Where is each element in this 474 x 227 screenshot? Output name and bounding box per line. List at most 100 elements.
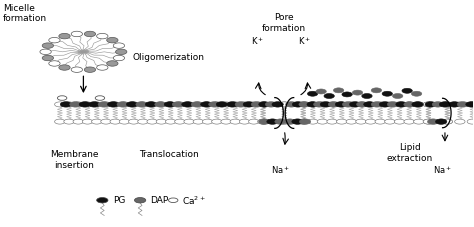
Circle shape — [174, 102, 185, 107]
Circle shape — [155, 102, 166, 108]
Text: Ca$^{2+}$: Ca$^{2+}$ — [182, 193, 205, 206]
Circle shape — [201, 102, 212, 108]
Circle shape — [42, 44, 54, 49]
Circle shape — [414, 120, 424, 125]
Circle shape — [423, 102, 434, 107]
Circle shape — [300, 119, 311, 125]
Circle shape — [110, 120, 120, 125]
Circle shape — [91, 102, 102, 107]
Circle shape — [449, 102, 460, 108]
Circle shape — [221, 120, 231, 125]
Circle shape — [42, 56, 54, 62]
Circle shape — [346, 102, 356, 107]
Circle shape — [328, 102, 339, 108]
Circle shape — [314, 102, 325, 108]
Circle shape — [230, 102, 240, 107]
Circle shape — [466, 102, 474, 108]
Circle shape — [113, 44, 125, 49]
Circle shape — [184, 102, 194, 107]
Circle shape — [385, 102, 395, 107]
Circle shape — [455, 120, 465, 125]
Circle shape — [265, 102, 277, 108]
Circle shape — [387, 102, 399, 108]
Circle shape — [79, 102, 91, 108]
Circle shape — [375, 102, 385, 107]
Circle shape — [49, 38, 60, 44]
Circle shape — [57, 96, 67, 101]
Circle shape — [442, 120, 453, 125]
Circle shape — [116, 50, 127, 55]
Circle shape — [364, 102, 375, 108]
Circle shape — [337, 102, 347, 107]
Text: Translocation: Translocation — [138, 150, 198, 158]
Circle shape — [138, 120, 148, 125]
Circle shape — [64, 102, 74, 107]
Circle shape — [258, 120, 268, 125]
Text: DAP: DAP — [151, 195, 169, 204]
Circle shape — [60, 102, 72, 108]
Circle shape — [394, 120, 405, 125]
Circle shape — [442, 120, 453, 125]
Circle shape — [292, 119, 303, 125]
Circle shape — [147, 120, 157, 125]
Circle shape — [119, 120, 129, 125]
Text: Na$^+$: Na$^+$ — [271, 163, 290, 175]
Circle shape — [107, 62, 118, 67]
Circle shape — [394, 102, 405, 107]
Circle shape — [258, 120, 268, 125]
Circle shape — [40, 50, 51, 55]
Circle shape — [136, 102, 147, 108]
Circle shape — [71, 68, 82, 73]
Circle shape — [317, 102, 328, 107]
Circle shape — [182, 102, 193, 108]
Circle shape — [258, 102, 268, 107]
Circle shape — [128, 120, 139, 125]
Circle shape — [436, 119, 447, 125]
Circle shape — [371, 89, 382, 94]
Circle shape — [248, 102, 259, 107]
Circle shape — [467, 120, 474, 125]
Circle shape — [174, 120, 185, 125]
Circle shape — [146, 102, 156, 108]
Circle shape — [84, 68, 96, 73]
Circle shape — [412, 102, 423, 108]
Circle shape — [147, 102, 157, 107]
Circle shape — [59, 66, 70, 71]
Circle shape — [119, 102, 129, 107]
Circle shape — [211, 120, 222, 125]
Circle shape — [89, 102, 100, 108]
Circle shape — [333, 89, 344, 94]
Circle shape — [135, 198, 146, 203]
Text: PG: PG — [113, 195, 125, 204]
Circle shape — [84, 32, 96, 37]
Circle shape — [258, 102, 268, 107]
Circle shape — [362, 94, 372, 99]
Circle shape — [279, 120, 290, 125]
Circle shape — [404, 102, 415, 108]
Circle shape — [432, 102, 444, 108]
Circle shape — [439, 102, 451, 108]
Circle shape — [286, 102, 297, 108]
Circle shape — [117, 102, 128, 108]
Circle shape — [97, 198, 108, 203]
Circle shape — [59, 34, 70, 40]
Circle shape — [82, 120, 93, 125]
Circle shape — [402, 89, 412, 94]
Circle shape — [227, 102, 238, 108]
Circle shape — [82, 102, 93, 107]
Circle shape — [308, 120, 318, 125]
Circle shape — [356, 102, 368, 108]
Circle shape — [211, 102, 222, 107]
Circle shape — [216, 102, 228, 108]
Circle shape — [128, 102, 139, 107]
Circle shape — [168, 198, 178, 203]
Circle shape — [425, 102, 437, 108]
Circle shape — [202, 102, 213, 107]
Circle shape — [327, 102, 337, 107]
Circle shape — [110, 102, 120, 107]
Circle shape — [97, 66, 108, 71]
Circle shape — [316, 90, 326, 95]
Circle shape — [172, 102, 183, 108]
Circle shape — [165, 120, 176, 125]
Circle shape — [55, 102, 65, 107]
